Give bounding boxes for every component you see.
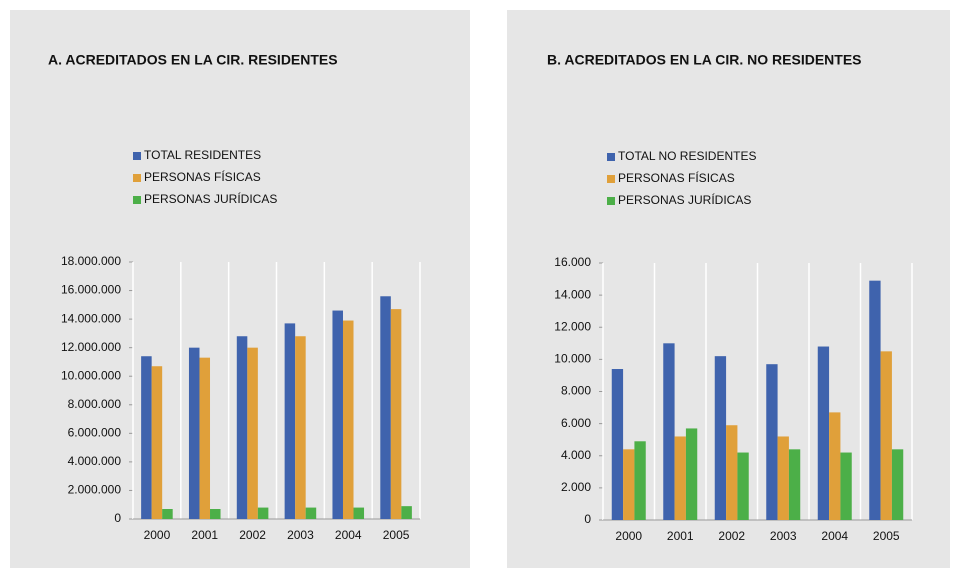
bar (236, 336, 248, 519)
legend-swatch (133, 174, 141, 182)
y-tick-label: 18.000.000 (61, 254, 121, 268)
y-tick-label: 16.000.000 (61, 283, 121, 297)
chart-title: B. ACREDITADOS EN LA CIR. NO RESIDENTES (547, 52, 862, 68)
bar (247, 347, 258, 519)
bar (829, 412, 841, 520)
y-tick-label: 14.000.000 (61, 311, 121, 325)
legend-swatch (607, 197, 615, 205)
bar (766, 364, 778, 520)
x-tick-label: 2000 (144, 528, 171, 542)
legend-swatch (607, 153, 615, 161)
legend-swatch (607, 175, 615, 183)
bar (788, 449, 801, 520)
x-tick-label: 2001 (191, 528, 218, 542)
x-tick-label: 2003 (287, 528, 314, 542)
y-tick-label: 10.000.000 (61, 368, 121, 382)
bar (401, 506, 412, 519)
y-tick-label: 12.000.000 (61, 340, 121, 354)
x-tick-label: 2002 (718, 529, 745, 543)
x-tick-label: 2005 (383, 528, 410, 542)
y-tick-label: 8.000.000 (68, 397, 122, 411)
bar (674, 436, 686, 520)
bar (685, 428, 698, 520)
x-tick-label: 2004 (335, 528, 362, 542)
bar (295, 336, 306, 519)
bar (817, 346, 830, 520)
bar (380, 296, 391, 519)
bar (199, 357, 211, 519)
bar (737, 452, 749, 520)
y-tick-label: 6.000.000 (68, 426, 122, 440)
bar (151, 366, 163, 519)
bar (840, 452, 852, 520)
bar (353, 507, 365, 519)
x-tick-label: 2000 (615, 529, 642, 543)
bar (342, 320, 354, 519)
legend-swatch (133, 152, 141, 160)
bar (162, 509, 173, 519)
legend-label: TOTAL RESIDENTES (144, 148, 261, 162)
legend-label: PERSONAS JURÍDICAS (144, 191, 277, 206)
bar (611, 369, 624, 520)
x-tick-label: 2005 (873, 529, 900, 543)
bar (188, 347, 200, 519)
y-tick-label: 16.000 (554, 255, 591, 269)
bar (257, 507, 269, 519)
x-tick-label: 2002 (239, 528, 266, 542)
bar (777, 436, 789, 520)
legend-label: PERSONAS FÍSICAS (618, 170, 735, 185)
legend-label: TOTAL NO RESIDENTES (618, 149, 756, 163)
y-tick-label: 10.000 (554, 352, 591, 366)
chart-title: A. ACREDITADOS EN LA CIR. RESIDENTES (48, 52, 338, 68)
bar (891, 449, 904, 520)
bar (880, 351, 892, 520)
y-tick-label: 2.000 (561, 480, 591, 494)
bar (663, 343, 675, 520)
y-tick-label: 8.000 (561, 384, 591, 398)
legend-label: PERSONAS FÍSICAS (144, 169, 261, 184)
x-tick-label: 2001 (667, 529, 694, 543)
legend-label: PERSONAS JURÍDICAS (618, 192, 751, 207)
bar (623, 449, 635, 520)
bar (284, 323, 296, 519)
y-tick-label: 12.000 (554, 319, 591, 333)
bar (210, 509, 221, 519)
y-tick-label: 0 (114, 511, 121, 525)
x-tick-label: 2003 (770, 529, 797, 543)
y-tick-label: 2.000.000 (68, 483, 122, 497)
x-tick-label: 2004 (821, 529, 848, 543)
legend-swatch (133, 196, 141, 204)
y-tick-label: 14.000 (554, 287, 591, 301)
bar (332, 310, 343, 519)
y-tick-label: 4.000 (561, 448, 591, 462)
y-tick-label: 4.000.000 (68, 454, 122, 468)
bar (305, 507, 317, 519)
bar (869, 280, 881, 520)
y-tick-label: 0 (584, 512, 591, 526)
bar (141, 356, 152, 519)
bar (714, 356, 727, 520)
bar (634, 441, 646, 520)
bar (726, 425, 738, 520)
bar (390, 309, 402, 519)
y-tick-label: 6.000 (561, 416, 591, 430)
